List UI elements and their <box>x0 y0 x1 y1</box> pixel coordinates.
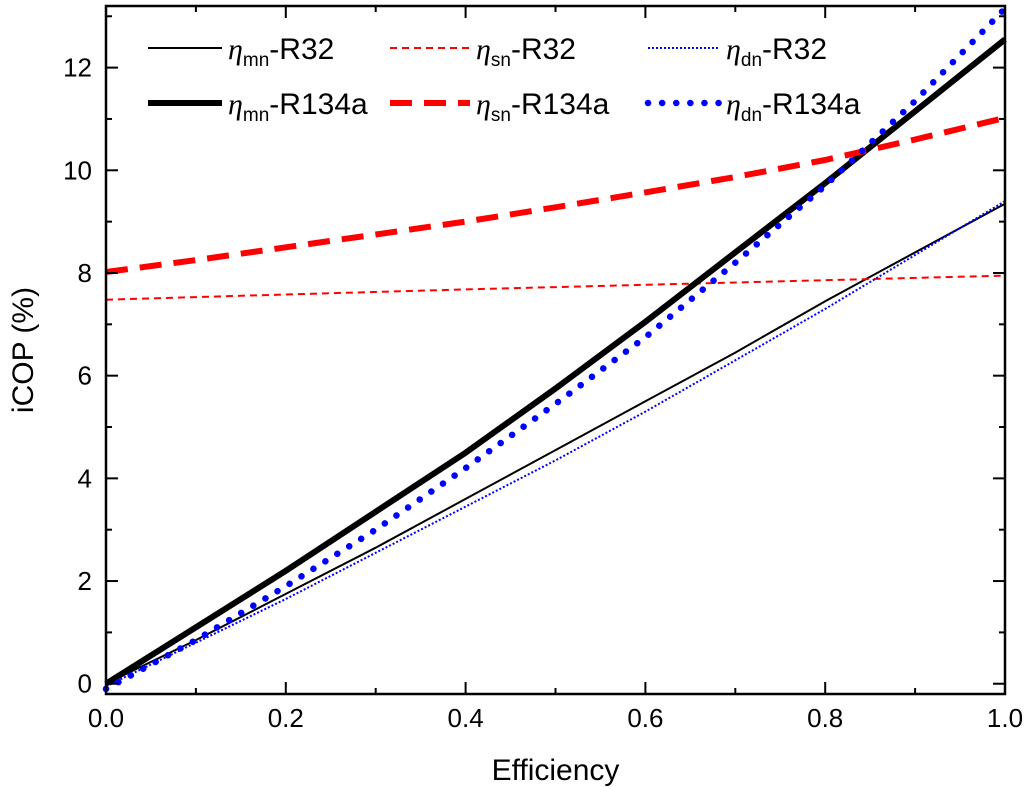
series-line-0 <box>105 202 1006 685</box>
legend-label: ηsn-R134a <box>476 88 610 126</box>
series-line-3 <box>104 37 1007 687</box>
y-tick-label: 12 <box>63 53 92 83</box>
legend-label: ηmn-R134a <box>228 88 368 126</box>
x-tick-label: 0.0 <box>88 703 124 733</box>
y-axis-title: iCOP (%) <box>7 287 40 413</box>
legend-entry: ηmn-R32 <box>148 33 334 71</box>
x-tick-label: 0.4 <box>448 703 484 733</box>
series-line-5 <box>102 5 1009 693</box>
legend-label: ηmn-R32 <box>228 33 334 71</box>
legend-entry: ηdn-R134a <box>644 88 861 126</box>
x-tick-label: 0.8 <box>807 703 843 733</box>
legend-entry: ηsn-R32 <box>390 33 576 71</box>
x-axis-title: Efficiency <box>492 754 620 787</box>
y-tick-label: 4 <box>78 463 92 493</box>
y-tick-label: 8 <box>78 258 92 288</box>
x-tick-label: 0.6 <box>627 703 663 733</box>
x-tick-label: 0.2 <box>268 703 304 733</box>
x-tick-label: 1.0 <box>987 703 1023 733</box>
ticks-layer: 0.0 0.2 0.4 0.6 0.8 1.0 0 2 4 6 8 10 12 <box>63 6 1023 733</box>
y-tick-label: 6 <box>78 361 92 391</box>
legend-label: ηdn-R134a <box>726 88 861 126</box>
series-layer <box>102 5 1009 693</box>
legend-label: ηdn-R32 <box>726 33 827 71</box>
y-tick-label: 2 <box>78 566 92 596</box>
legend-entry: ηmn-R134a <box>148 88 368 126</box>
series-line-1 <box>105 274 1006 301</box>
legend-label: ηsn-R32 <box>476 33 576 71</box>
series-line-4 <box>105 114 1006 275</box>
legend-entry: ηsn-R134a <box>390 88 610 126</box>
legend: ηmn-R32 ηsn-R32 ηdn-R32 ηmn-R134a ηsn-R134a η… <box>148 33 861 126</box>
y-tick-label: 0 <box>78 669 92 699</box>
legend-entry: ηdn-R32 <box>648 33 827 71</box>
y-tick-label: 10 <box>63 155 92 185</box>
